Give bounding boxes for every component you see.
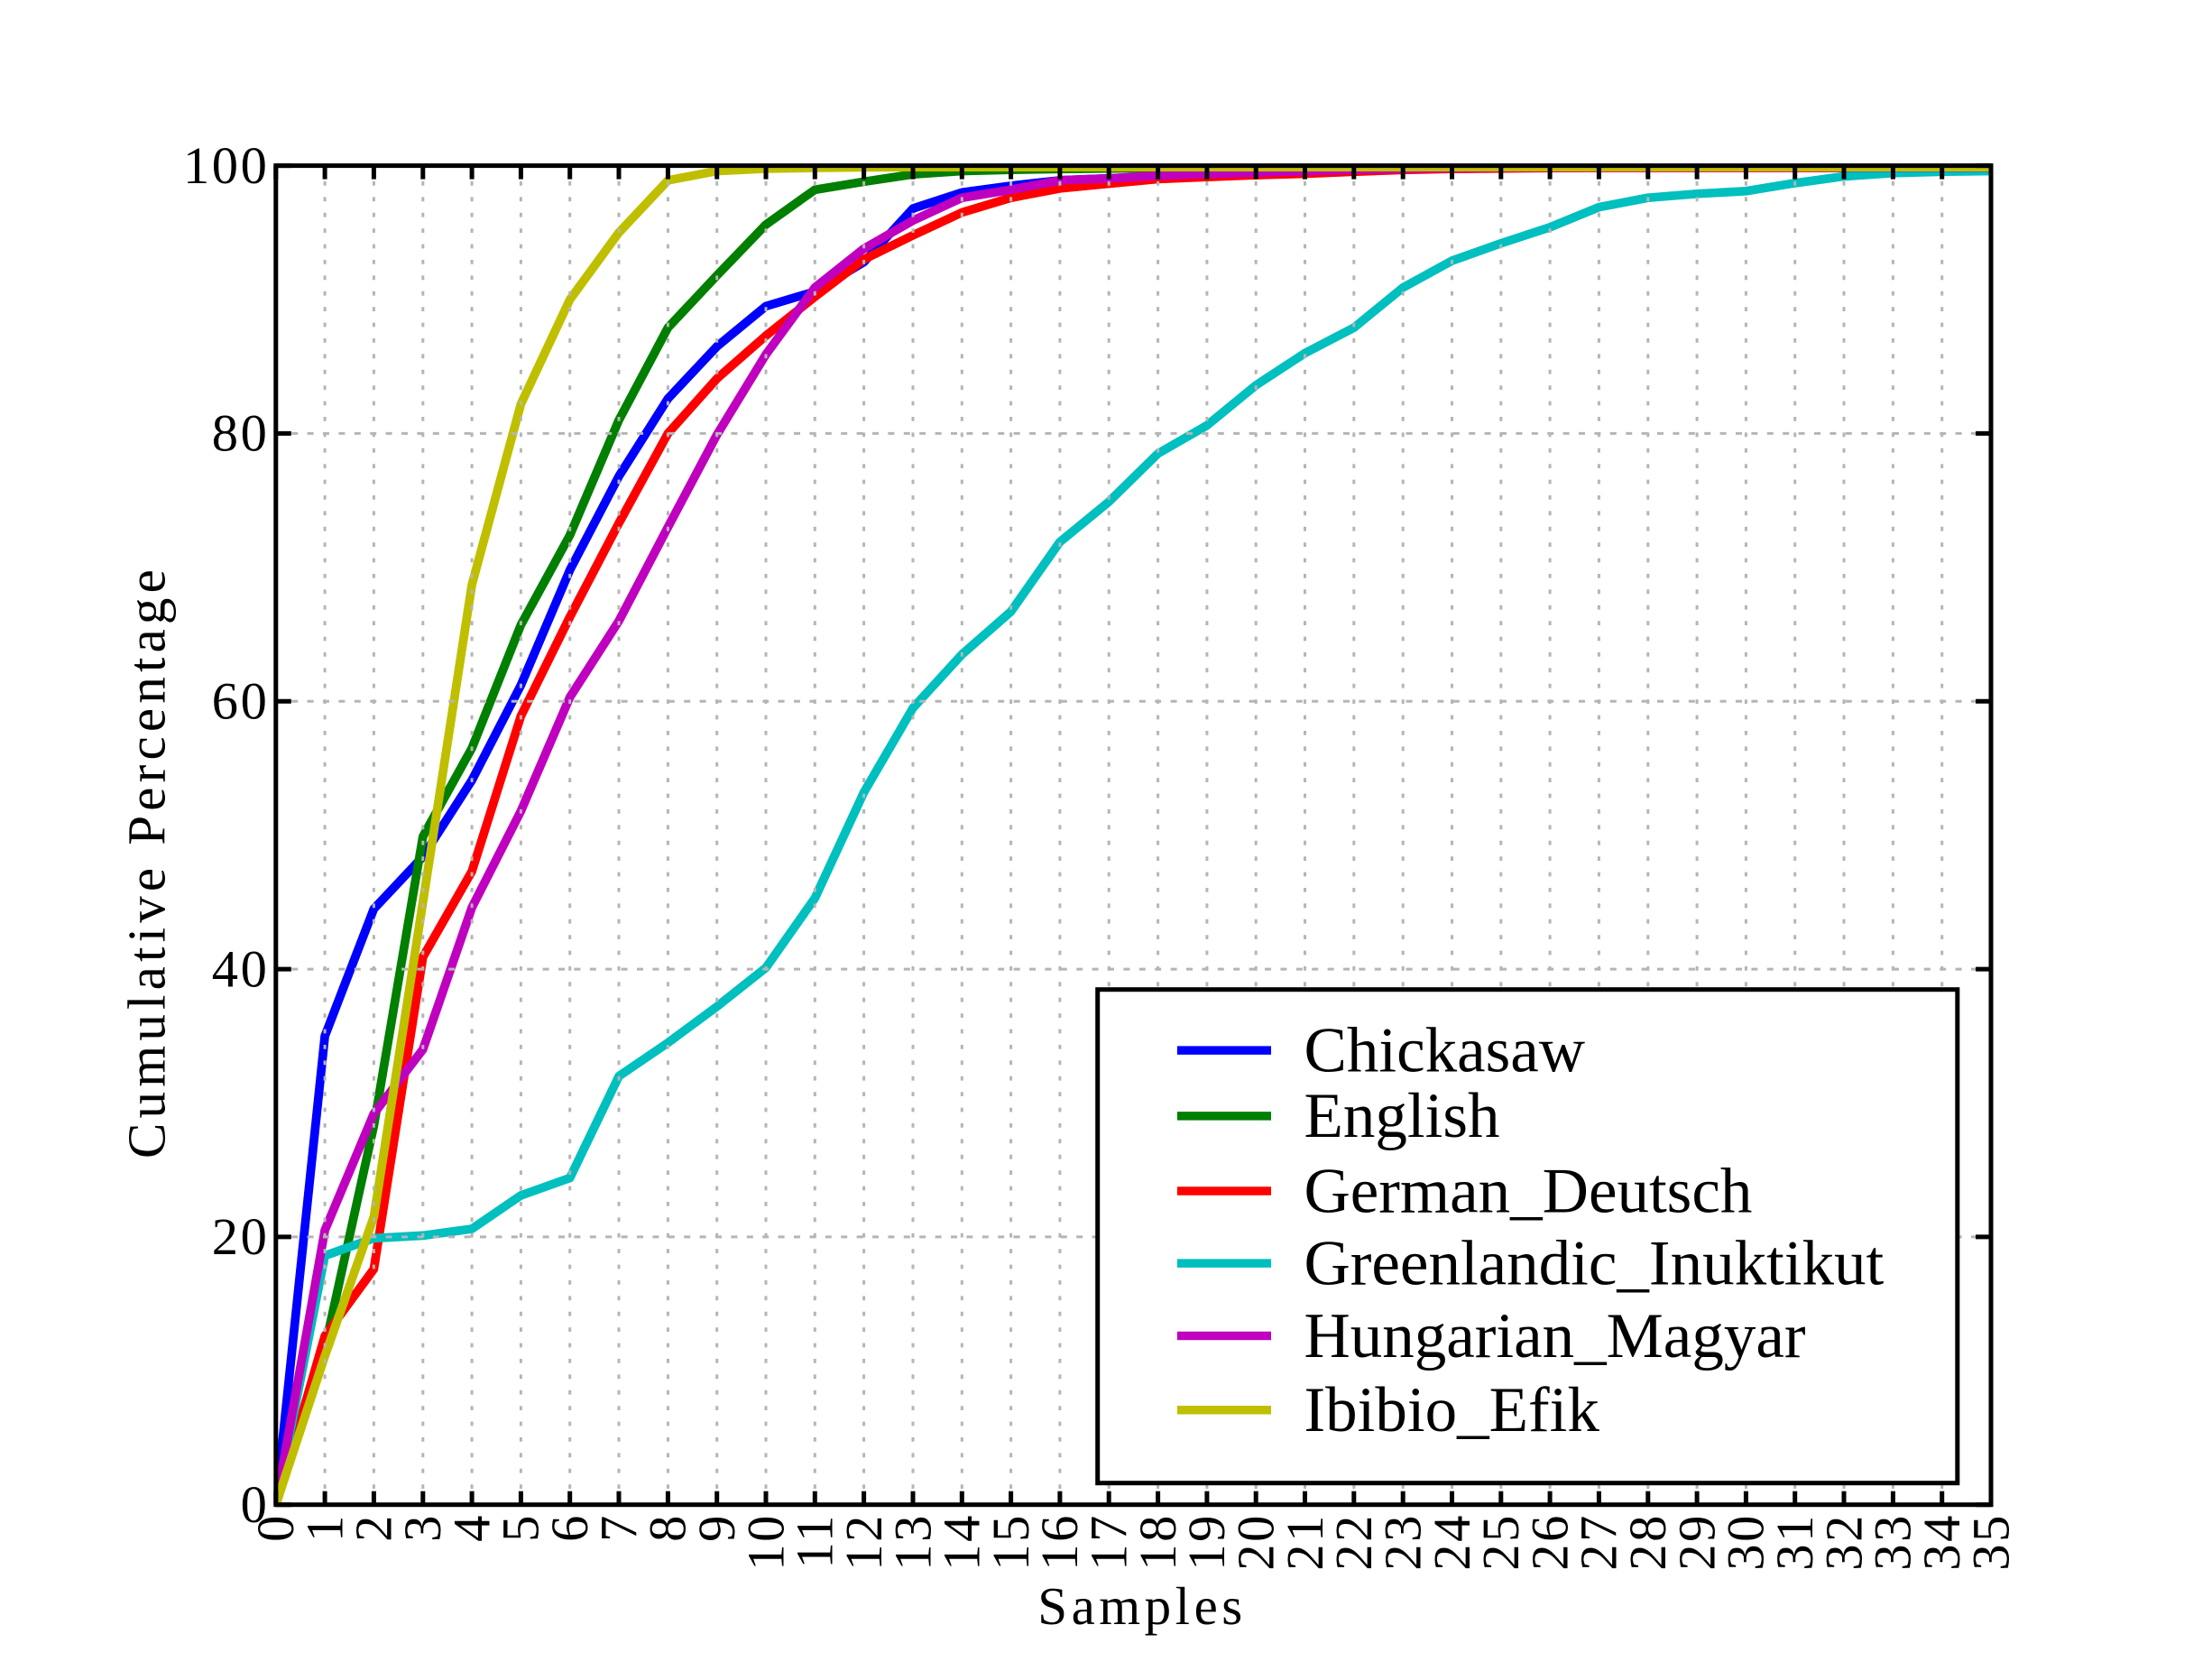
svg-text:10: 10 [736, 1513, 795, 1571]
svg-text:Greenlandic_Inuktikut: Greenlandic_Inuktikut [1304, 1228, 1885, 1298]
svg-text:40: 40 [212, 939, 270, 998]
svg-text:27: 27 [1570, 1513, 1628, 1571]
svg-text:3: 3 [393, 1513, 452, 1542]
svg-text:29: 29 [1667, 1513, 1726, 1571]
svg-text:1: 1 [295, 1513, 354, 1542]
svg-text:25: 25 [1471, 1513, 1530, 1571]
svg-text:2: 2 [345, 1513, 403, 1542]
svg-text:20: 20 [1227, 1513, 1286, 1571]
svg-text:22: 22 [1324, 1513, 1383, 1571]
svg-text:9: 9 [687, 1513, 746, 1542]
svg-text:German_Deutsch: German_Deutsch [1304, 1156, 1753, 1226]
svg-text:19: 19 [1177, 1513, 1236, 1571]
svg-text:34: 34 [1912, 1513, 1971, 1571]
svg-text:0: 0 [246, 1513, 305, 1542]
svg-text:21: 21 [1276, 1513, 1334, 1571]
svg-text:13: 13 [883, 1513, 942, 1571]
svg-text:7: 7 [589, 1513, 648, 1542]
svg-text:11: 11 [786, 1513, 844, 1569]
svg-text:31: 31 [1765, 1513, 1824, 1571]
svg-text:Ibibio_Efik: Ibibio_Efik [1304, 1375, 1600, 1445]
svg-text:20: 20 [212, 1207, 270, 1266]
svg-text:0: 0 [241, 1475, 270, 1534]
svg-text:5: 5 [492, 1513, 550, 1542]
svg-text:14: 14 [933, 1513, 991, 1571]
svg-text:16: 16 [1030, 1513, 1089, 1571]
svg-text:23: 23 [1374, 1513, 1433, 1571]
svg-text:Cumulative Percentage: Cumulative Percentage [117, 565, 177, 1159]
svg-text:6: 6 [540, 1513, 599, 1542]
svg-text:Hungarian_Magyar: Hungarian_Magyar [1304, 1301, 1806, 1371]
svg-text:Chickasaw: Chickasaw [1304, 1015, 1586, 1085]
svg-text:26: 26 [1520, 1513, 1579, 1571]
svg-text:35: 35 [1961, 1513, 2020, 1571]
svg-text:30: 30 [1717, 1513, 1775, 1571]
svg-text:18: 18 [1129, 1513, 1187, 1571]
svg-text:12: 12 [834, 1513, 893, 1571]
svg-text:100: 100 [183, 136, 270, 195]
svg-text:8: 8 [639, 1513, 697, 1542]
svg-text:Samples: Samples [1037, 1576, 1246, 1636]
svg-text:60: 60 [212, 672, 270, 731]
svg-text:17: 17 [1080, 1513, 1138, 1571]
svg-text:28: 28 [1618, 1513, 1677, 1571]
svg-text:80: 80 [212, 404, 270, 463]
svg-text:English: English [1304, 1081, 1500, 1151]
svg-text:32: 32 [1814, 1513, 1873, 1571]
svg-text:15: 15 [982, 1513, 1040, 1571]
svg-text:33: 33 [1864, 1513, 1922, 1571]
svg-text:4: 4 [442, 1513, 501, 1542]
svg-text:24: 24 [1423, 1513, 1481, 1571]
